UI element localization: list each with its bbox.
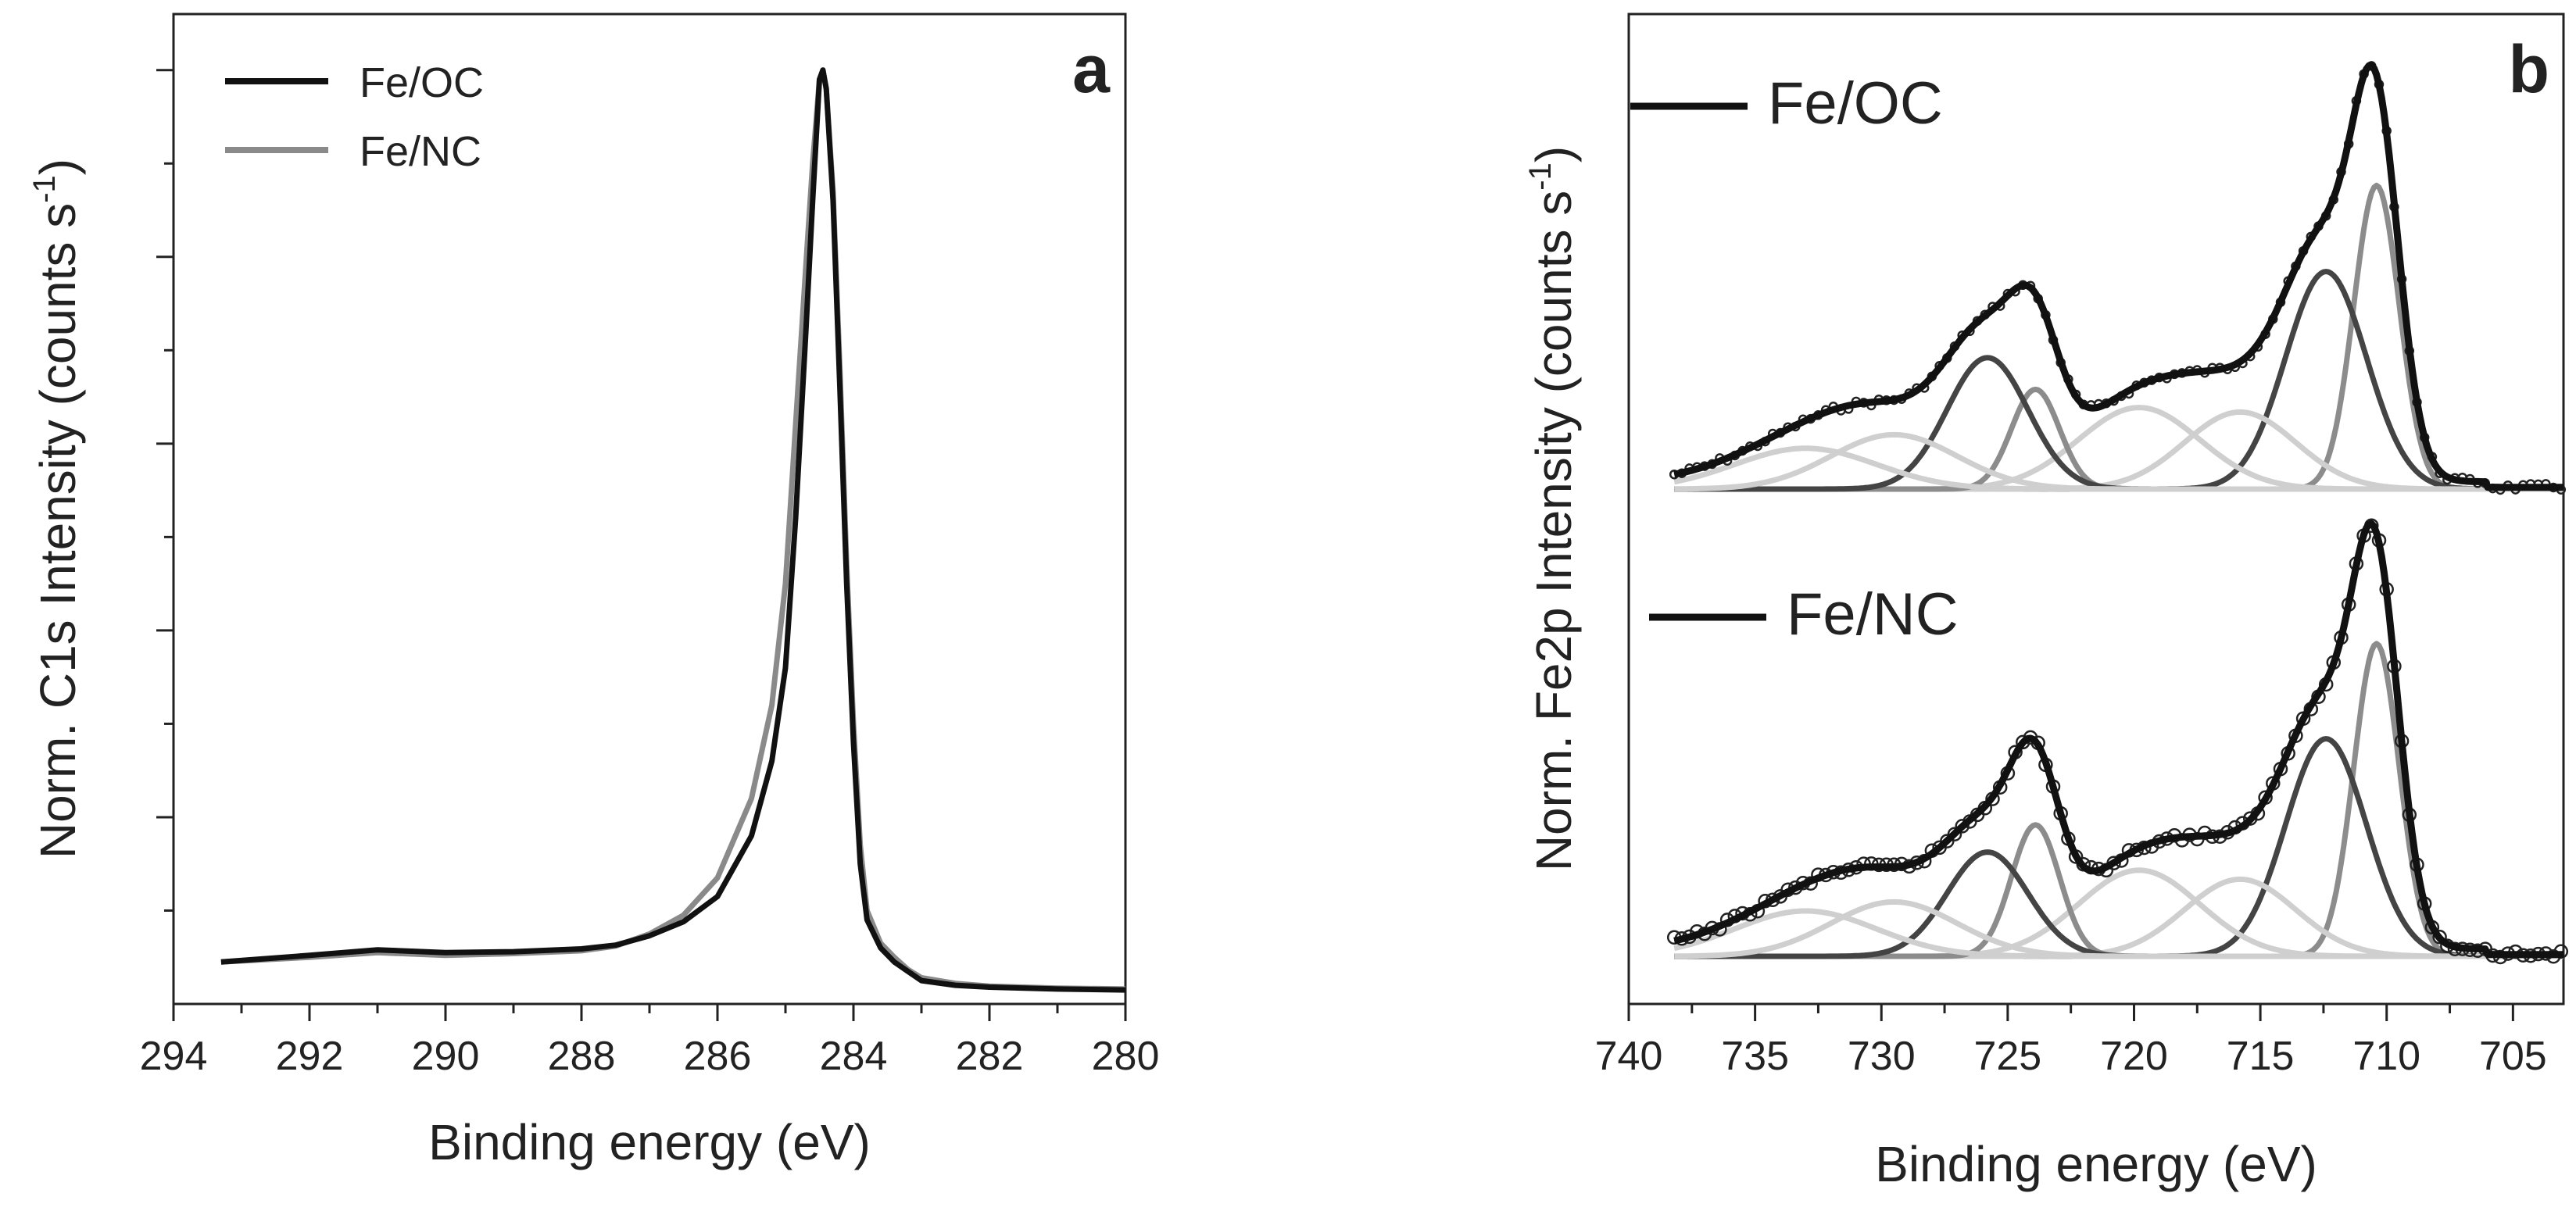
x-tick-label-a-290: 290 <box>412 1034 480 1079</box>
x-tick-label-b-740: 740 <box>1595 1034 1663 1079</box>
panel-letter-a: a <box>1072 32 1111 107</box>
x-tick-label-b-720: 720 <box>2100 1034 2168 1079</box>
data-point <box>1947 827 1962 841</box>
x-tick-label-a-280: 280 <box>1092 1034 1160 1079</box>
x-tick-label-a-286: 286 <box>684 1034 752 1079</box>
x-tick-label-b-730: 730 <box>1848 1034 1916 1079</box>
data-point <box>2432 930 2447 945</box>
legend-label-fe-oc: Fe/OC <box>360 59 484 106</box>
series-a-fe-nc <box>220 67 1126 992</box>
panel-a-legend: Fe/OC Fe/NC <box>225 59 484 175</box>
x-tick-label-a-288: 288 <box>548 1034 616 1079</box>
fit-component-fe-oc-7 <box>1673 445 2564 492</box>
x-tick-label-a-284: 284 <box>820 1034 888 1079</box>
envelope-fe-oc <box>1673 62 2565 491</box>
envelope-fe-nc <box>1673 520 2565 959</box>
data-point <box>1955 819 1970 834</box>
legend-label-fe-nc: Fe/NC <box>360 128 481 175</box>
x-tick-label-b-735: 735 <box>1721 1034 1789 1079</box>
stack-fe-oc <box>1669 61 2567 495</box>
y-axis-title-b-close: ) <box>1526 146 1582 163</box>
y-axis-title-b: Norm. Fe2p Intensity (counts s-1) <box>1523 146 1582 871</box>
y-axis-title-a: Norm. C1s Intensity (counts s-1) <box>27 159 86 859</box>
x-tick-label-a-282: 282 <box>956 1034 1024 1079</box>
panel-b-legend: Fe/OC Fe/NC <box>1630 70 1959 648</box>
panel-b-frame <box>1627 13 2565 1006</box>
x-tick-label-a-292: 292 <box>276 1034 344 1079</box>
panel-letter-b: b <box>2508 32 2549 107</box>
data-point <box>2242 811 2258 826</box>
panel-a-frame <box>172 13 1127 1006</box>
x-axis-title-a: Binding energy (eV) <box>428 1114 871 1170</box>
y-axis-title-a-text: Norm. C1s Intensity (counts s <box>30 203 86 859</box>
stack-fe-nc <box>1666 518 2569 965</box>
legend-label-fe-nc-b: Fe/NC <box>1787 581 1959 648</box>
y-axis-title-a-close: ) <box>30 159 86 175</box>
legend-label-fe-oc-b: Fe/OC <box>1768 70 1943 137</box>
x-tick-label-b-715: 715 <box>2227 1034 2295 1079</box>
x-tick-label-b-705: 705 <box>2479 1034 2547 1079</box>
y-axis-title-a-exponent: -1 <box>27 175 62 203</box>
fit-component-fe-nc-7 <box>1673 908 2564 959</box>
fit-component-fe-oc-0 <box>1673 182 2564 492</box>
x-tick-label-b-710: 710 <box>2352 1034 2420 1079</box>
x-tick-label-b-725: 725 <box>1973 1034 2041 1079</box>
y-axis-title-b-exponent: -1 <box>1523 163 1558 191</box>
panel-a: 294 292 290 288 286 284 282 280 Fe/OC Fe/NC a B… <box>27 13 1160 1170</box>
y-axis-title-b-text: Norm. Fe2p Intensity (counts s <box>1526 191 1582 871</box>
x-tick-label-a-294: 294 <box>140 1034 208 1079</box>
panel-b: 740 735 730 725 720 715 710 705 Fe/OC Fe/NC b B… <box>1523 13 2569 1192</box>
x-axis-title-b: Binding energy (eV) <box>1875 1136 2317 1192</box>
series-a-fe-oc <box>220 67 1126 993</box>
